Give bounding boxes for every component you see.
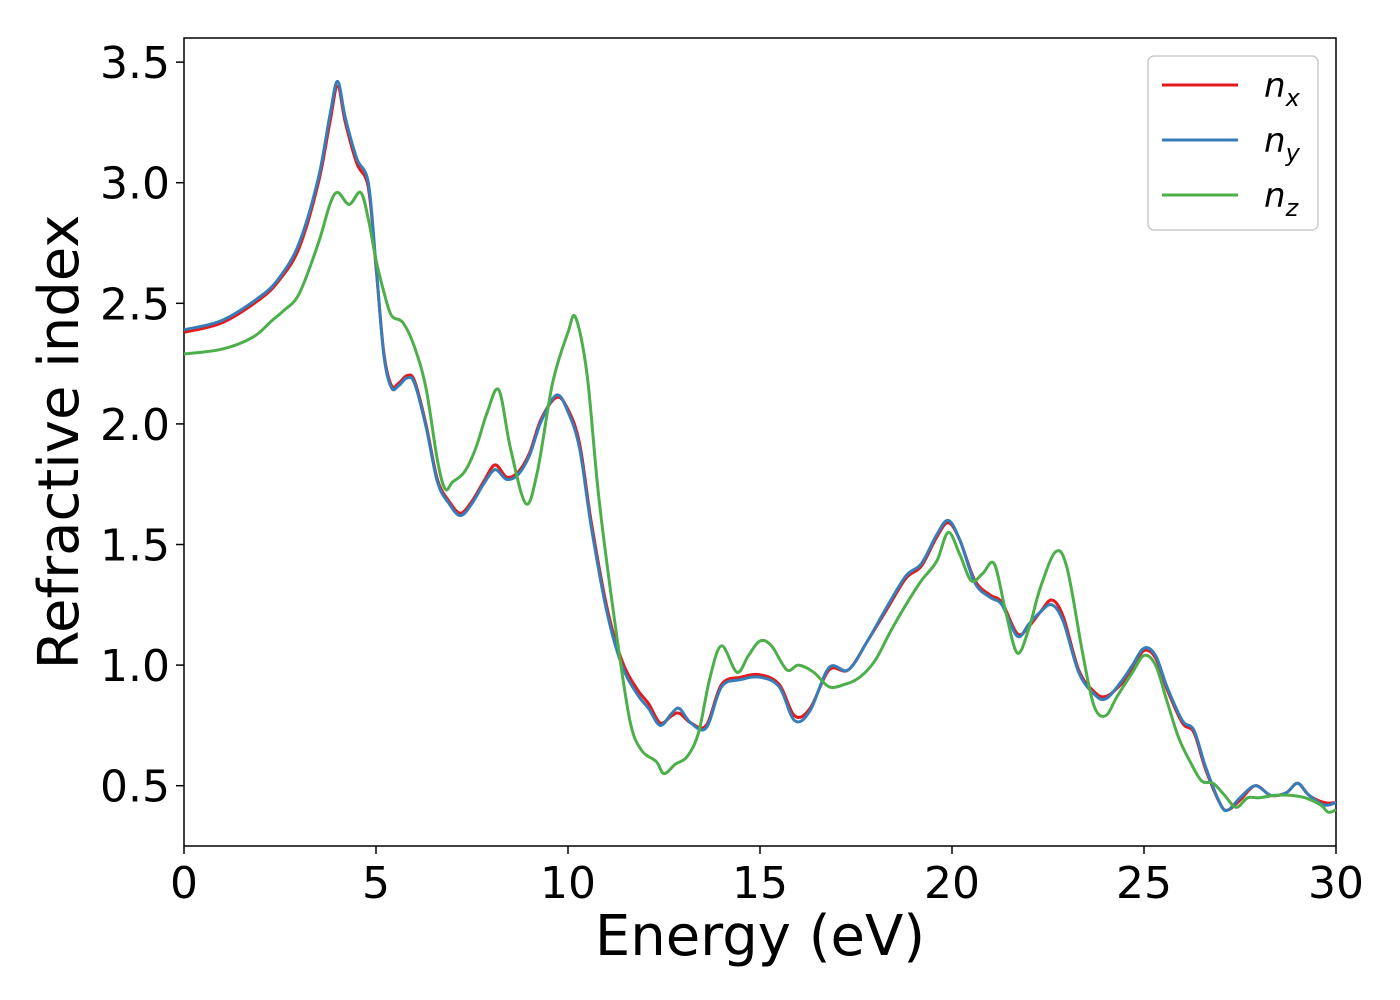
legend-label-z: nz bbox=[1264, 176, 1300, 222]
y-tick-label: 2.5 bbox=[100, 279, 170, 330]
y-axis-label: Refractive index bbox=[27, 215, 92, 670]
y-tick-label: 1.0 bbox=[100, 641, 170, 692]
x-tick-label: 25 bbox=[1116, 858, 1172, 909]
y-tick-label: 3.0 bbox=[100, 159, 170, 210]
x-tick-label: 20 bbox=[924, 858, 980, 909]
x-tick-label: 10 bbox=[540, 858, 596, 909]
legend-label-x: nx bbox=[1264, 66, 1301, 112]
legend-label-y: ny bbox=[1264, 121, 1301, 167]
y-axis-ticks: 0.5 1.0 1.5 2.0 2.5 3.0 3.5 bbox=[100, 38, 184, 813]
x-tick-label: 0 bbox=[170, 858, 198, 909]
legend: nx ny nz bbox=[1147, 55, 1319, 231]
series-line-y bbox=[183, 79, 1337, 813]
series-layer bbox=[183, 79, 1337, 814]
x-tick-label: 5 bbox=[362, 858, 390, 909]
legend-box bbox=[1147, 55, 1319, 231]
x-axis-ticks: 0 5 10 15 20 25 30 bbox=[170, 846, 1364, 909]
series-line-z bbox=[183, 190, 1337, 814]
y-tick-label: 2.0 bbox=[100, 400, 170, 451]
plot-frame bbox=[183, 37, 1337, 847]
y-tick-label: 3.5 bbox=[100, 38, 170, 89]
x-axis-label: Energy (eV) bbox=[595, 904, 925, 969]
y-tick-label: 0.5 bbox=[100, 762, 170, 813]
y-tick-label: 1.5 bbox=[100, 521, 170, 572]
x-tick-label: 15 bbox=[732, 858, 788, 909]
x-tick-label: 30 bbox=[1308, 858, 1364, 909]
